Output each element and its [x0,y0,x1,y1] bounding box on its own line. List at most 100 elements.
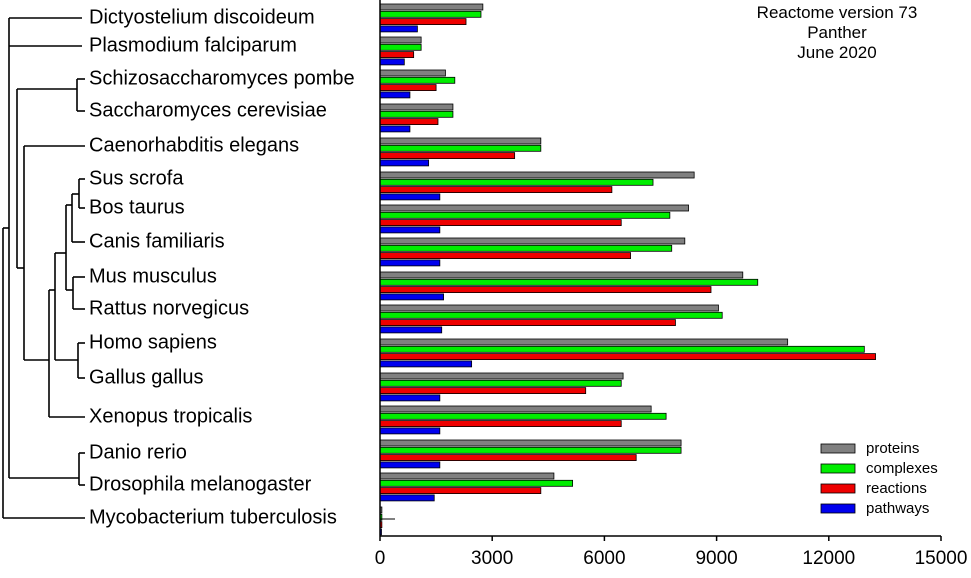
species-label-canis-familiaris: Canis familiaris [89,230,225,252]
species-label-dictyostelium-discoideum: Dictyostelium discoideum [89,6,315,28]
species-label-rattus-norvegicus: Rattus norvegicus [89,297,249,319]
title-line-2: June 2020 [797,43,876,62]
bar-pathways-sus-scrofa [379,193,441,201]
bar-proteins-bos-taurus [379,204,689,212]
bar-pathways-gallus-gallus [379,394,441,402]
bar-reactions-saccharomyces-cerevisiae [379,118,439,125]
bar-proteins-canis-familiaris [379,237,686,245]
bar-complexes-bos-taurus [379,211,671,219]
bar-proteins-mus-musculus [379,271,744,279]
species-label-bos-taurus: Bos taurus [89,196,185,218]
bar-pathways-bos-taurus [379,226,441,234]
bar-proteins-homo-sapiens [379,338,789,346]
bar-complexes-schizosaccharomyces-pombe [379,76,456,84]
legend-swatch-pathways [820,503,856,514]
legend-label-complexes: complexes [866,460,938,477]
species-label-drosophila-melanogaster: Drosophila melanogaster [89,473,312,495]
species-label-mus-musculus: Mus musculus [89,265,217,287]
x-tick-label-2: 6000 [583,548,625,569]
bar-complexes-gallus-gallus [379,379,622,387]
bar-pathways-rattus-norvegicus [379,326,443,334]
x-tick-label-5: 15000 [915,548,968,569]
title-line-1: Panther [807,23,867,42]
bar-complexes-canis-familiaris [379,244,673,252]
bar-proteins-gallus-gallus [379,372,624,380]
species-label-saccharomyces-cerevisiae: Saccharomyces cerevisiae [89,99,327,121]
bar-pathways-schizosaccharomyces-pombe [379,91,411,99]
legend: proteins complexes reactions pathways [820,440,938,517]
bar-reactions-dictyostelium-discoideum [379,18,467,26]
bar-proteins-xenopus-tropicalis [379,405,652,413]
bar-complexes-mus-musculus [379,278,759,286]
bar-reactions-mus-musculus [379,286,712,294]
bar-reactions-danio-rerio [379,454,637,462]
bar-reactions-sus-scrofa [379,186,613,194]
bar-complexes-caenorhabditis-elegans [379,144,542,152]
bar-pathways-homo-sapiens [379,360,473,368]
legend-swatch-reactions [820,483,856,494]
bar-complexes-danio-rerio [379,446,682,454]
bar-reactions-bos-taurus [379,219,622,227]
bar-pathways-canis-familiaris [379,259,441,267]
species-label-mycobacterium-tuberculosis: Mycobacterium tuberculosis [89,506,337,528]
x-tick-label-0: 0 [375,548,386,569]
species-label-danio-rerio: Danio rerio [89,441,187,463]
bar-proteins-caenorhabditis-elegans [379,137,542,145]
legend-label-reactions: reactions [866,480,927,497]
species-label-gallus-gallus: Gallus gallus [89,366,204,388]
species-label-plasmodium-falciparum: Plasmodium falciparum [89,34,297,56]
bar-complexes-sus-scrofa [379,178,654,186]
bar-complexes-xenopus-tropicalis [379,412,667,420]
legend-label-pathways: pathways [866,500,929,517]
bar-complexes-dictyostelium-discoideum [379,10,482,18]
bar-proteins-rattus-norvegicus [379,304,719,312]
x-tick-label-3: 9000 [695,548,737,569]
bar-proteins-dictyostelium-discoideum [379,3,484,11]
bar-pathways-plasmodium-falciparum [379,58,405,66]
bar-pathways-mus-musculus [379,293,444,301]
phylogenetic-tree [2,17,85,519]
bar-reactions-schizosaccharomyces-pombe [379,84,437,91]
bar-complexes-plasmodium-falciparum [379,43,422,51]
bar-reactions-homo-sapiens [379,353,876,361]
species-label-xenopus-tropicalis: Xenopus tropicalis [89,405,252,427]
bar-complexes-drosophila-melanogaster [379,479,574,487]
bar-reactions-rattus-norvegicus [379,319,676,327]
legend-swatch-complexes [820,463,856,474]
species-label-caenorhabditis-elegans: Caenorhabditis elegans [89,134,299,156]
bar-pathways-drosophila-melanogaster [379,494,435,502]
bar-series [379,3,876,536]
x-tick-label-4: 12000 [802,548,855,569]
species-label-schizosaccharomyces-pombe: Schizosaccharomyces pombe [89,67,355,89]
species-labels: Dictyostelium discoideum Plasmodium falci… [89,6,355,528]
bar-proteins-schizosaccharomyces-pombe [379,69,446,77]
x-tick-label-1: 3000 [471,548,513,569]
bar-complexes-saccharomyces-cerevisiae [379,110,454,118]
bar-complexes-rattus-norvegicus [379,311,723,319]
bar-reactions-plasmodium-falciparum [379,51,415,58]
bar-proteins-plasmodium-falciparum [379,36,422,44]
bar-complexes-homo-sapiens [379,345,865,353]
x-axis: 0 3000 6000 9000 12000 15000 [375,0,968,569]
bar-pathways-xenopus-tropicalis [379,427,441,435]
bar-proteins-saccharomyces-cerevisiae [379,103,454,111]
legend-swatch-proteins [820,443,856,454]
bar-reactions-caenorhabditis-elegans [379,152,516,160]
bar-reactions-xenopus-tropicalis [379,420,622,428]
bar-proteins-danio-rerio [379,439,682,447]
legend-label-proteins: proteins [866,440,919,457]
bar-reactions-drosophila-melanogaster [379,487,542,495]
species-label-homo-sapiens: Homo sapiens [89,331,217,353]
bar-pathways-saccharomyces-cerevisiae [379,125,411,133]
bar-pathways-danio-rerio [379,461,441,469]
bar-pathways-caenorhabditis-elegans [379,159,430,167]
bar-reactions-gallus-gallus [379,387,587,395]
bar-pathways-dictyostelium-discoideum [379,25,418,33]
bar-proteins-sus-scrofa [379,171,695,179]
bar-proteins-drosophila-melanogaster [379,472,555,480]
bar-reactions-canis-familiaris [379,252,631,260]
title-line-0: Reactome version 73 [757,3,918,22]
